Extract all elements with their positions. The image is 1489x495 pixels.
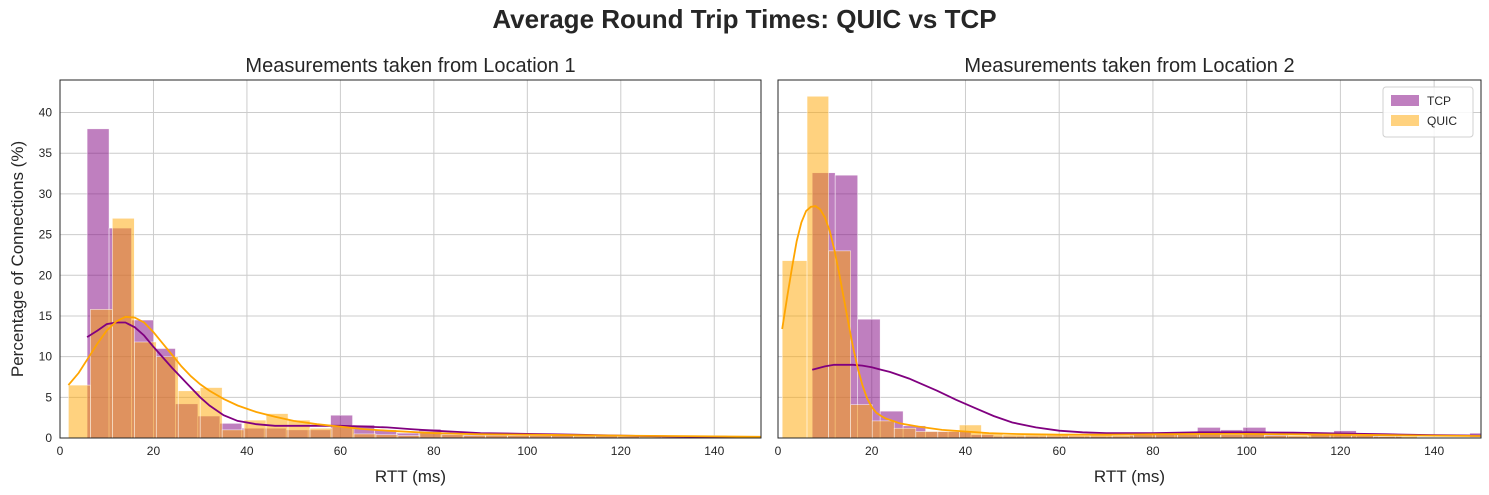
y-tick-label: 40 <box>39 106 53 120</box>
bar-quic <box>781 260 808 438</box>
legend-label-quic: QUIC <box>1427 114 1457 128</box>
legend-swatch-quic <box>1391 115 1419 126</box>
figure-title: Average Round Trip Times: QUIC vs TCP <box>492 4 997 34</box>
x-axis-label: RTT (ms) <box>1094 467 1165 486</box>
legend-label-tcp: TCP <box>1427 94 1451 108</box>
x-tick-label: 40 <box>240 444 254 458</box>
x-tick-label: 0 <box>775 444 782 458</box>
y-tick-label: 5 <box>45 390 52 404</box>
bar-quic <box>112 218 135 438</box>
y-tick-label: 0 <box>45 431 52 445</box>
plot-area <box>778 80 1481 438</box>
y-tick-label: 15 <box>39 309 53 323</box>
plot-frame <box>59 79 762 439</box>
x-tick-label: 100 <box>1237 444 1257 458</box>
x-tick-label: 0 <box>57 444 64 458</box>
x-tick-label: 20 <box>147 444 161 458</box>
y-tick-label: 10 <box>39 350 53 364</box>
bar-quic <box>850 404 873 438</box>
y-tick-label: 20 <box>39 268 53 282</box>
x-tick-label: 40 <box>959 444 973 458</box>
y-axis-label: Percentage of Connections (%) <box>8 141 27 377</box>
series-quic-bars <box>781 95 1481 438</box>
bar-quic <box>871 420 895 438</box>
grid <box>777 80 1481 439</box>
plot-content <box>781 95 1481 438</box>
x-tick-label: 80 <box>427 444 441 458</box>
y-tick-label: 30 <box>39 187 53 201</box>
x-tick-label: 20 <box>865 444 879 458</box>
kde-line-quic <box>781 205 1481 437</box>
bar-quic <box>893 427 917 438</box>
legend-swatch-tcp <box>1391 95 1419 106</box>
legend: TCP QUIC <box>1382 86 1474 138</box>
bar-quic <box>915 431 939 438</box>
panel-title: Measurements taken from Location 2 <box>964 55 1294 77</box>
x-tick-label: 60 <box>334 444 348 458</box>
x-tick-label: 140 <box>1424 444 1444 458</box>
panel-title: Measurements taken from Location 1 <box>245 55 575 77</box>
x-tick-label: 100 <box>517 444 537 458</box>
kde-line-tcp <box>811 363 1481 437</box>
x-axis-label: RTT (ms) <box>375 467 446 486</box>
bar-quic <box>937 431 960 438</box>
y-tick-label: 35 <box>39 146 53 160</box>
kde-line-quic <box>67 315 761 438</box>
x-tick-label: 80 <box>1146 444 1160 458</box>
bar-quic <box>806 95 829 438</box>
grid <box>59 80 761 439</box>
y-tick-label: 25 <box>39 228 53 242</box>
x-tick-label: 120 <box>1330 444 1350 458</box>
x-tick-label: 60 <box>1053 444 1067 458</box>
x-tick-label: 120 <box>611 444 631 458</box>
bar-quic <box>828 250 851 438</box>
plot-frame <box>777 79 1482 439</box>
x-tick-label: 140 <box>704 444 724 458</box>
